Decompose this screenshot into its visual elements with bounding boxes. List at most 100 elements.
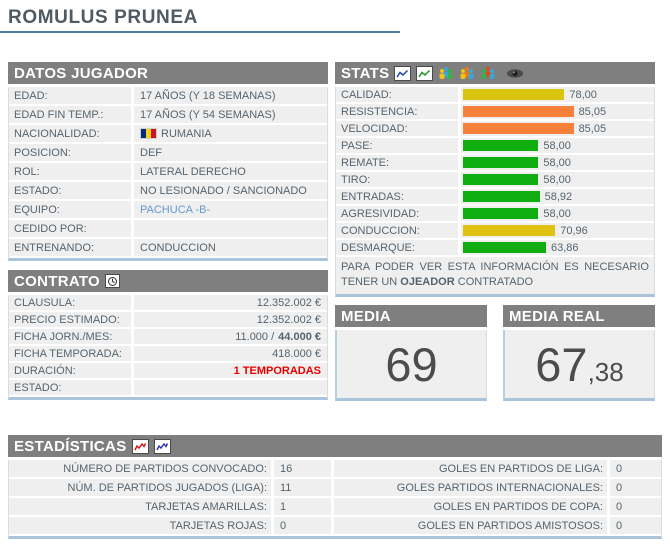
row-value: 17 AÑOS (Y 18 SEMANAS) — [140, 89, 276, 102]
media-body: 69 — [335, 330, 487, 401]
media-real-body: 67,38 — [503, 330, 655, 401]
player-data-panel: DATOS JUGADOR EDAD: 17 AÑOS (Y 18 SEMANA… — [8, 62, 328, 261]
stat-label: PASE: — [336, 138, 461, 153]
stat-bar-track: 58,00 — [461, 208, 654, 220]
stat-row-value: 0 — [616, 500, 623, 513]
players-group-icon-2[interactable] — [459, 66, 475, 80]
stat-value: 63,86 — [551, 241, 579, 254]
contract-rows: CLAUSULA: 12.352.002 € PRECIO ESTIMADO: … — [8, 295, 328, 400]
players-group-icon-3[interactable] — [480, 66, 496, 80]
stat-value: 78,00 — [569, 88, 597, 101]
row-label: ESTADO: — [9, 182, 134, 199]
stat-bar-track: 63,86 — [461, 242, 654, 254]
blue-chart-icon[interactable] — [394, 65, 412, 81]
statistics-header: ESTADÍSTICAS — [8, 435, 662, 457]
team-link[interactable]: PACHUCA -B- — [140, 203, 211, 216]
nationality-value: RUMANIA — [161, 127, 212, 140]
table-row: NACIONALIDAD: RUMANIA — [9, 125, 327, 144]
media-title: MEDIA — [341, 307, 391, 325]
fee-per-match: 11.000 / — [235, 330, 275, 343]
stat-bar — [463, 225, 556, 236]
row-value: CONDUCCION — [140, 241, 216, 254]
stat-value: 85,05 — [578, 122, 607, 135]
stat-row-value: 1 — [274, 498, 334, 515]
stat-label: ENTRADAS: — [336, 189, 461, 204]
media-real-header: MEDIA REAL — [503, 305, 655, 327]
stat-row: ENTRADAS: 58,92 — [336, 189, 654, 206]
stat-bar-track: 85,05 — [461, 106, 654, 118]
table-row: ENTRENANDO: CONDUCCION — [9, 239, 327, 258]
row-label: ESTADO: — [9, 380, 134, 395]
contract-header: CONTRATO — [8, 270, 328, 292]
table-row: NÚM. DE PARTIDOS JUGADOS (LIGA): 11 GOLE… — [9, 479, 661, 498]
player-data-rows: EDAD: 17 AÑOS (Y 18 SEMANAS) EDAD FIN TE… — [8, 87, 328, 261]
row-label: CLAUSULA: — [9, 295, 134, 310]
row-value: 418.000 € — [272, 347, 321, 360]
contract-history-clock-icon[interactable] — [105, 274, 121, 288]
statistics-panel: ESTADÍSTICAS NÚMERO DE PARTIDOS CONVOCAD… — [8, 435, 662, 539]
row-label: FICHA TEMPORADA: — [9, 346, 134, 361]
stat-row-value: 0 — [616, 481, 623, 494]
stat-row-value: 0 — [274, 517, 334, 534]
row-value: DEF — [140, 146, 162, 159]
stat-row: CALIDAD: 78,00 — [336, 87, 654, 104]
stat-row-label: NÚM. DE PARTIDOS JUGADOS (LIGA): — [9, 479, 274, 496]
stat-row-label: GOLES EN PARTIDOS AMISTOSOS: — [334, 517, 610, 534]
note-text: CONTRATADO — [454, 276, 534, 288]
stat-value: 58,00 — [543, 139, 571, 152]
stat-row: VELOCIDAD: 85,05 — [336, 121, 654, 138]
stat-value: 70,96 — [560, 224, 588, 237]
media-value: 69 — [385, 337, 438, 391]
row-value: LATERAL DERECHO — [140, 165, 246, 178]
darkblue-chart-icon[interactable] — [153, 438, 171, 454]
stat-row: TIRO: 58,00 — [336, 172, 654, 189]
table-row: CEDIDO POR: — [9, 220, 327, 239]
row-label: EDAD FIN TEMP.: — [9, 106, 134, 123]
stat-row-value: 16 — [274, 460, 334, 477]
stat-row: REMATE: 58,00 — [336, 155, 654, 172]
stat-row-value: 0 — [616, 462, 623, 475]
table-row: CLAUSULA: 12.352.002 € — [9, 295, 327, 312]
note-text: PARA PODER VER ESTA INFORMACIÓN ES NECES… — [341, 261, 649, 288]
green-chart-icon[interactable] — [416, 65, 434, 81]
table-row: EDAD: 17 AÑOS (Y 18 SEMANAS) — [9, 87, 327, 106]
table-row: FICHA TEMPORADA: 418.000 € — [9, 346, 327, 363]
row-value: 12.352.002 € — [256, 313, 321, 326]
row-label: EQUIPO: — [9, 201, 134, 218]
row-value: NO LESIONADO / SANCIONADO — [140, 184, 307, 197]
stat-bar-track: 58,00 — [461, 174, 654, 186]
stat-bar — [463, 123, 574, 134]
stat-bar — [463, 191, 540, 202]
stat-value: 58,92 — [544, 190, 573, 203]
media-panel: MEDIA 69 — [335, 305, 487, 401]
stat-bar — [463, 208, 539, 219]
stat-bar — [463, 242, 547, 253]
stat-bar-track: 58,00 — [461, 157, 654, 169]
stat-row-value: 0 — [616, 519, 623, 532]
table-row: TARJETAS AMARILLAS: 1 GOLES EN PARTIDOS … — [9, 498, 661, 517]
row-label: CEDIDO POR: — [9, 220, 134, 237]
stat-bar — [463, 157, 539, 168]
stat-row-label: TARJETAS ROJAS: — [9, 517, 274, 534]
table-row: FICHA JORN./MES: 11.000 / 44.000 € — [9, 329, 327, 346]
stat-row-value: 11 — [274, 479, 334, 496]
eye-icon[interactable] — [505, 68, 525, 79]
statistics-title: ESTADÍSTICAS — [14, 437, 127, 455]
table-row: ESTADO: NO LESIONADO / SANCIONADO — [9, 182, 327, 201]
stat-row: AGRESIVIDAD: 58,00 — [336, 206, 654, 223]
table-row: EQUIPO: PACHUCA -B- — [9, 201, 327, 220]
row-label: DURACIÓN: — [9, 363, 134, 378]
red-chart-icon[interactable] — [131, 438, 149, 454]
stat-label: DESMARQUE: — [336, 240, 461, 255]
stat-label: VELOCIDAD: — [336, 121, 461, 136]
row-label: NACIONALIDAD: — [9, 125, 134, 142]
players-group-icon-1[interactable] — [438, 66, 454, 80]
note-bold-text: OJEADOR — [400, 276, 455, 288]
row-label: POSICION: — [9, 144, 134, 161]
table-row: ESTADO: — [9, 380, 327, 397]
stat-row-label: GOLES EN PARTIDOS DE LIGA: — [334, 460, 610, 477]
stat-bar — [463, 140, 539, 151]
stat-value: 58,00 — [543, 173, 571, 186]
fee-per-month: 44.000 € — [278, 330, 321, 343]
